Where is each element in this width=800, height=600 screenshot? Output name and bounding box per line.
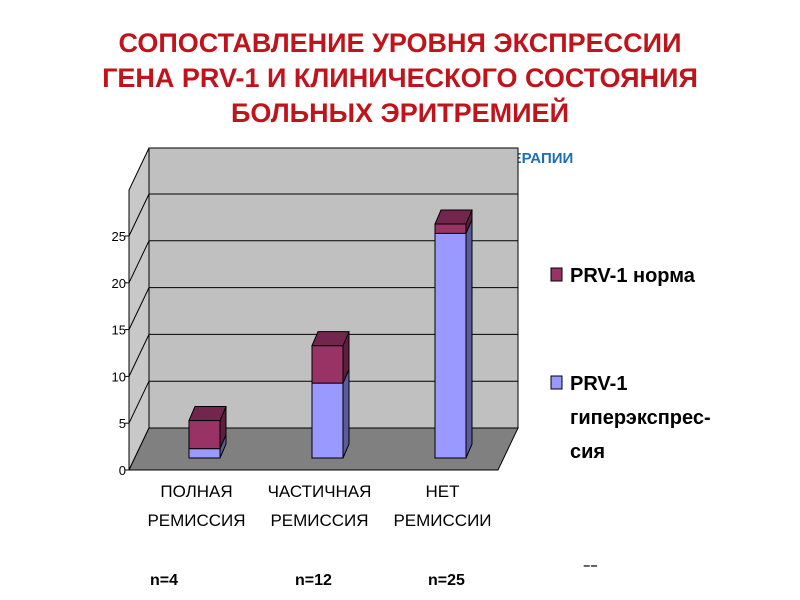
legend-swatch-normal [550, 267, 563, 282]
n-count-complete: n=4 [150, 572, 179, 589]
title-line-3: БОЛЬНЫХ ЭРИТРЕМИЕЙ [231, 98, 569, 128]
bar-top-0 [188, 406, 227, 422]
bar-front-1-1 [311, 345, 344, 384]
gridline-side-15 [128, 287, 150, 330]
bar-side-0-2 [465, 219, 473, 459]
category-label-2-0: НЕТ [426, 482, 460, 501]
footnote-mark: ⁻⁻ [583, 560, 598, 576]
y-tick-label-25: 25 [112, 229, 126, 244]
y-tick-label-0: 0 [119, 463, 126, 478]
category-label-0-1: РЕМИССИЯ [147, 511, 245, 530]
y-tick-label-10: 10 [112, 369, 126, 384]
gridline-side-20 [128, 240, 150, 284]
bar-top-1 [311, 331, 350, 347]
category-label-2-1: РЕМИССИИ [393, 511, 491, 530]
bar-front-1-0 [188, 420, 221, 450]
bar-front-0-2 [434, 232, 467, 459]
n-count-partial: n=12 [295, 572, 332, 589]
legend-label-overexpression: PRV-1 гиперэкспрес- сия [570, 373, 711, 463]
y-tick-label-15: 15 [112, 323, 126, 338]
n-count-none: n=25 [428, 572, 465, 589]
y-tick-label-20: 20 [112, 276, 126, 291]
bar-top-2 [434, 209, 473, 225]
chart-title: СОПОСТАВЛЕНИЕ УРОВНЯ ЭКСПРЕССИИ ГЕНА PRV… [0, 26, 800, 131]
gridline-side-25 [128, 193, 150, 237]
legend-label-normal: PRV-1 норма [570, 265, 695, 287]
legend-swatch-overexpression [550, 375, 563, 390]
bar-front-1-2 [434, 223, 467, 234]
category-label-1-0: ЧАСТИЧНАЯ [268, 482, 372, 501]
gridline-side-5 [128, 380, 150, 424]
y-tick-label-5: 5 [119, 416, 126, 431]
bar-front-0-0 [188, 448, 221, 459]
bar-side-0-1 [342, 368, 350, 459]
bar-front-0-1 [311, 382, 344, 459]
category-label-1-1: РЕМИССИЯ [270, 511, 368, 530]
gridline-side-10 [128, 334, 150, 377]
category-label-0-0: ПОЛНАЯ [160, 482, 232, 501]
title-line-2: ГЕНА PRV-1 И КЛИНИЧЕСКОГО СОСТОЯНИЯ [102, 63, 698, 93]
title-line-1: СОПОСТАВЛЕНИЕ УРОВНЯ ЭКСПРЕССИИ [118, 28, 682, 58]
